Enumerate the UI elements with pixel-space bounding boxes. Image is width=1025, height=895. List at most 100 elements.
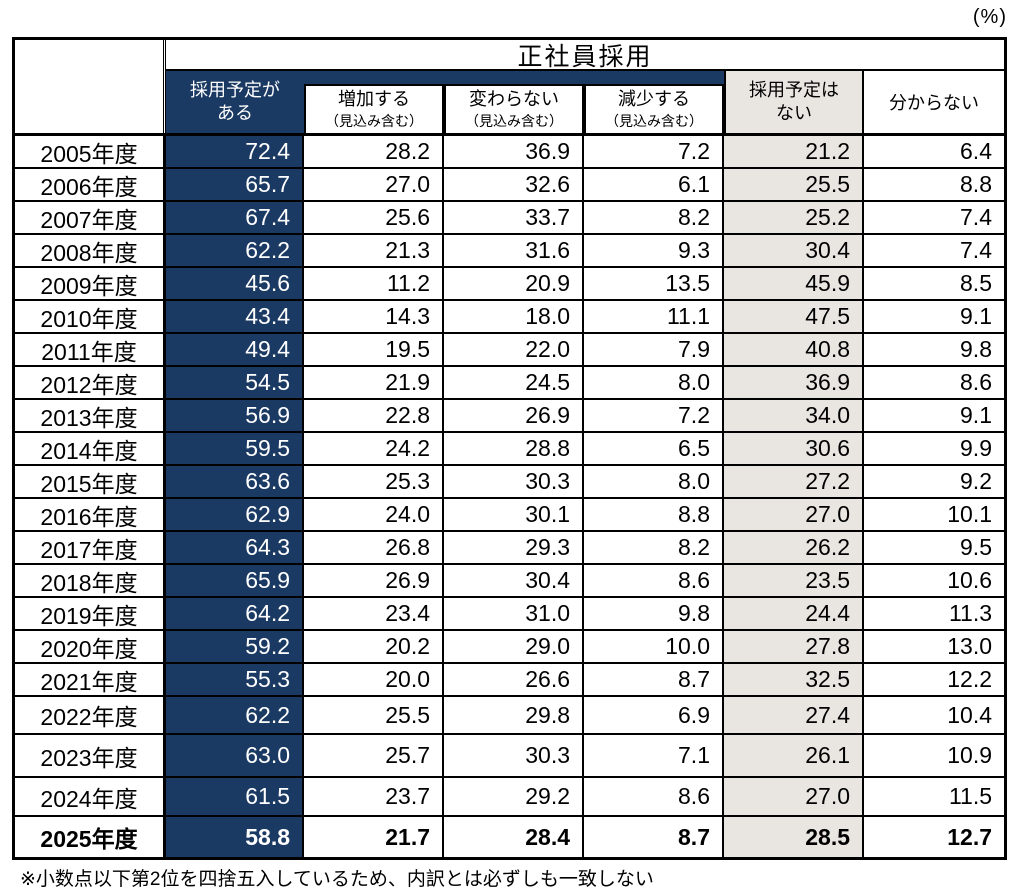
table-row: 2015年度 63.6 25.3 30.3 8.0 27.2 9.2 xyxy=(15,466,1004,499)
no-plans-value-cell: 27.2 xyxy=(724,466,864,497)
unchanged-value-cell: 32.6 xyxy=(444,169,584,200)
decrease-value-cell: 10.0 xyxy=(584,631,724,662)
unknown-value-cell: 10.6 xyxy=(947,567,992,593)
has-plans-value-cell: 64.3 xyxy=(166,532,304,563)
has-plans-value-cell: 59.5 xyxy=(166,433,304,464)
has-plans-value-cell: 45.6 xyxy=(166,268,304,299)
decrease-value-cell: 8.7 xyxy=(584,817,724,857)
increase-value-cell: 14.3 xyxy=(304,301,444,332)
unknown-value-cell: 11.3 xyxy=(948,600,992,626)
table-row: 2017年度 64.3 26.8 29.3 8.2 26.2 9.5 xyxy=(15,532,1004,565)
unknown-value-cell: 7.4 xyxy=(960,204,992,230)
year-cell: 2014年度 xyxy=(15,433,166,464)
no-plans-value-cell: 27.0 xyxy=(724,499,864,530)
unknown-value-cell: 8.6 xyxy=(960,369,992,395)
year-cell: 2015年度 xyxy=(15,466,166,497)
year-cell: 2021年度 xyxy=(15,664,166,695)
decrease-value-cell: 6.1 xyxy=(584,169,724,200)
unknown-value-cell: 13.0 xyxy=(947,633,992,659)
column-header-unknown: 分からない xyxy=(889,93,979,113)
no-plans-value-cell: 23.5 xyxy=(724,565,864,596)
no-plans-value-cell: 25.5 xyxy=(724,169,864,200)
increase-value-cell: 28.2 xyxy=(304,136,444,167)
column-header-has-plans: 採用予定が ある xyxy=(166,71,304,133)
decrease-value-cell: 8.2 xyxy=(584,532,724,563)
unit-label: (%) xyxy=(972,6,1007,28)
subheader-row: 採用予定が ある 増加する （見込み含む） 変わらない （見込み含む） xyxy=(166,71,1004,133)
increase-value-cell: 25.5 xyxy=(304,697,444,733)
no-plans-value-cell: 32.5 xyxy=(724,664,864,695)
column-header-increase-line1: 増加する xyxy=(338,88,410,109)
unknown-value-cell: 9.2 xyxy=(960,468,992,494)
column-header-unchanged-line2: （見込み含む） xyxy=(465,113,563,130)
decrease-value-cell: 13.5 xyxy=(584,268,724,299)
unchanged-value-cell: 31.0 xyxy=(444,598,584,629)
year-cell: 2013年度 xyxy=(15,400,166,431)
has-plans-value-cell: 49.4 xyxy=(166,334,304,365)
unknown-value-cell: 7.4 xyxy=(960,237,992,263)
table-body: 2005年度 72.4 28.2 36.9 7.2 21.2 6.4 2006年度 65.7 27… xyxy=(15,136,1004,857)
unknown-value-cell: 9.1 xyxy=(960,303,992,329)
unchanged-value-cell: 30.3 xyxy=(444,466,584,497)
table-row: 2016年度 62.9 24.0 30.1 8.8 27.0 10.1 xyxy=(15,499,1004,532)
year-cell: 2007年度 xyxy=(15,202,166,233)
has-plans-value-cell: 67.4 xyxy=(166,202,304,233)
no-plans-value-cell: 30.4 xyxy=(724,235,864,266)
decrease-value-cell: 7.2 xyxy=(584,400,724,431)
has-plans-value-cell: 58.8 xyxy=(166,817,304,857)
no-plans-value-cell: 40.8 xyxy=(724,334,864,365)
column-header-increase-line2: （見込み含む） xyxy=(325,113,423,130)
unknown-value-cell: 8.8 xyxy=(960,171,992,197)
column-header-no-plans: 採用予定は ない xyxy=(724,71,864,133)
table-row: 2009年度 45.6 11.2 20.9 13.5 45.9 8.5 xyxy=(15,268,1004,301)
unknown-value-cell: 9.9 xyxy=(960,435,992,461)
unknown-value-cell: 8.5 xyxy=(960,270,992,296)
increase-value-cell: 23.7 xyxy=(304,778,444,815)
table-row: 2008年度 62.2 21.3 31.6 9.3 30.4 7.4 xyxy=(15,235,1004,268)
year-cell: 2009年度 xyxy=(15,268,166,299)
has-plans-value-cell: 62.9 xyxy=(166,499,304,530)
has-plans-value-cell: 63.6 xyxy=(166,466,304,497)
decrease-value-cell: 8.0 xyxy=(584,367,724,398)
decrease-value-cell: 7.9 xyxy=(584,334,724,365)
unchanged-value-cell: 29.0 xyxy=(444,631,584,662)
increase-value-cell: 25.6 xyxy=(304,202,444,233)
table-row: 2007年度 67.4 25.6 33.7 8.2 25.2 7.4 xyxy=(15,202,1004,235)
no-plans-value-cell: 27.0 xyxy=(724,778,864,815)
unchanged-value-cell: 22.0 xyxy=(444,334,584,365)
table-row: 2019年度 64.2 23.4 31.0 9.8 24.4 11.3 xyxy=(15,598,1004,631)
table-row: 2014年度 59.5 24.2 28.8 6.5 30.6 9.9 xyxy=(15,433,1004,466)
column-header-unchanged-box: 変わらない （見込み含む） xyxy=(444,84,584,133)
unknown-value-cell: 10.1 xyxy=(947,501,992,527)
no-plans-value-cell: 36.9 xyxy=(724,367,864,398)
decrease-value-cell: 8.7 xyxy=(584,664,724,695)
year-cell: 2019年度 xyxy=(15,598,166,629)
decrease-value-cell: 8.2 xyxy=(584,202,724,233)
no-plans-value-cell: 47.5 xyxy=(724,301,864,332)
decrease-value-cell: 8.8 xyxy=(584,499,724,530)
column-header-decrease-line2: （見込み含む） xyxy=(605,113,703,130)
table-row: 2020年度 59.2 20.2 29.0 10.0 27.8 13.0 xyxy=(15,631,1004,664)
increase-value-cell: 11.2 xyxy=(304,268,444,299)
table-row: 2010年度 43.4 14.3 18.0 11.1 47.5 9.1 xyxy=(15,301,1004,334)
unchanged-value-cell: 24.5 xyxy=(444,367,584,398)
table-row: 2021年度 55.3 20.0 26.6 8.7 32.5 12.2 xyxy=(15,664,1004,697)
no-plans-value-cell: 26.2 xyxy=(724,532,864,563)
decrease-value-cell: 8.6 xyxy=(584,778,724,815)
no-plans-value-cell: 21.2 xyxy=(724,136,864,167)
decrease-value-cell: 9.8 xyxy=(584,598,724,629)
has-plans-value-cell: 62.2 xyxy=(166,235,304,266)
decrease-value-cell: 7.2 xyxy=(584,136,724,167)
increase-value-cell: 26.9 xyxy=(304,565,444,596)
has-plans-value-cell: 64.2 xyxy=(166,598,304,629)
unchanged-value-cell: 30.4 xyxy=(444,565,584,596)
increase-value-cell: 25.3 xyxy=(304,466,444,497)
decrease-value-cell: 11.1 xyxy=(584,301,724,332)
hiring-survey-table: 正社員採用 採用予定が ある 増加する （見込み含む） xyxy=(12,37,1007,860)
has-plans-value-cell: 56.9 xyxy=(166,400,304,431)
year-cell: 2022年度 xyxy=(15,697,166,733)
no-plans-value-cell: 25.2 xyxy=(724,202,864,233)
unknown-value-cell: 12.2 xyxy=(947,666,992,692)
increase-value-cell: 23.4 xyxy=(304,598,444,629)
year-cell: 2012年度 xyxy=(15,367,166,398)
